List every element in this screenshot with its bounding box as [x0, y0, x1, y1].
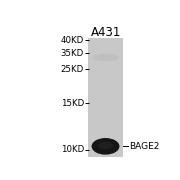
Text: 35KD: 35KD [61, 49, 84, 58]
Ellipse shape [92, 138, 120, 155]
Ellipse shape [98, 142, 113, 149]
Ellipse shape [92, 53, 120, 62]
Bar [88, 38, 123, 158]
Ellipse shape [94, 55, 117, 61]
Text: 15KD: 15KD [61, 99, 84, 108]
Text: BAGE2: BAGE2 [129, 142, 160, 151]
Text: 25KD: 25KD [61, 65, 84, 74]
Text: 10KD: 10KD [61, 145, 84, 154]
Text: 40KD: 40KD [61, 36, 84, 45]
Ellipse shape [93, 54, 118, 61]
Text: A431: A431 [91, 26, 121, 39]
